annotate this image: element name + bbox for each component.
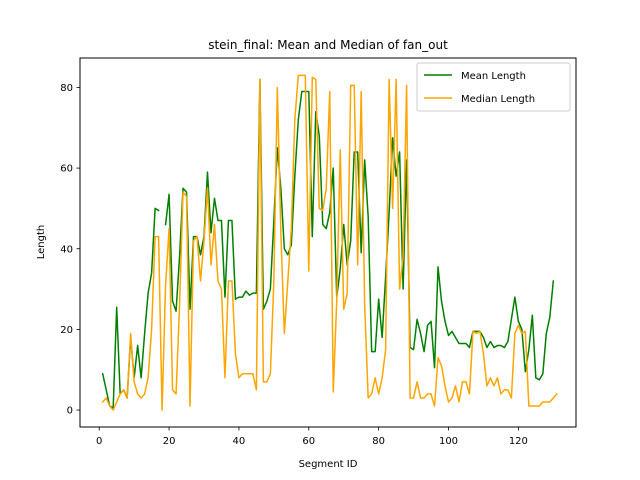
x-tick-label: 40: [233, 436, 246, 447]
legend-label-median: Median Length: [461, 94, 535, 105]
x-axis-label: Segment ID: [299, 459, 358, 470]
x-tick-label: 80: [372, 436, 385, 447]
plot-frame: [79, 57, 577, 428]
y-axis-label: Length: [36, 225, 47, 260]
chart-title: stein_final: Mean and Median of fan_out: [208, 38, 448, 52]
y-tick-label: 40: [60, 244, 73, 255]
legend-box: [416, 62, 571, 112]
x-tick-label: 60: [302, 436, 315, 447]
y-tick-label: 60: [60, 164, 73, 175]
series-lines: [101, 74, 558, 411]
x-tick-label: 0: [96, 436, 102, 447]
y-tick-label: 0: [67, 406, 73, 417]
x-axis: 0 20 40 60 80 100 120: [96, 427, 528, 447]
series-line-median-length: [101, 74, 558, 411]
legend-label-mean: Mean Length: [461, 71, 526, 82]
legend: Mean Length Median Length: [416, 62, 571, 112]
y-axis: 0 20 40 60 80: [60, 83, 80, 417]
y-tick-label: 80: [60, 83, 73, 94]
y-tick-label: 20: [60, 325, 73, 336]
x-tick-label: 100: [439, 436, 458, 447]
x-tick-label: 20: [163, 436, 176, 447]
x-tick-label: 120: [509, 436, 528, 447]
